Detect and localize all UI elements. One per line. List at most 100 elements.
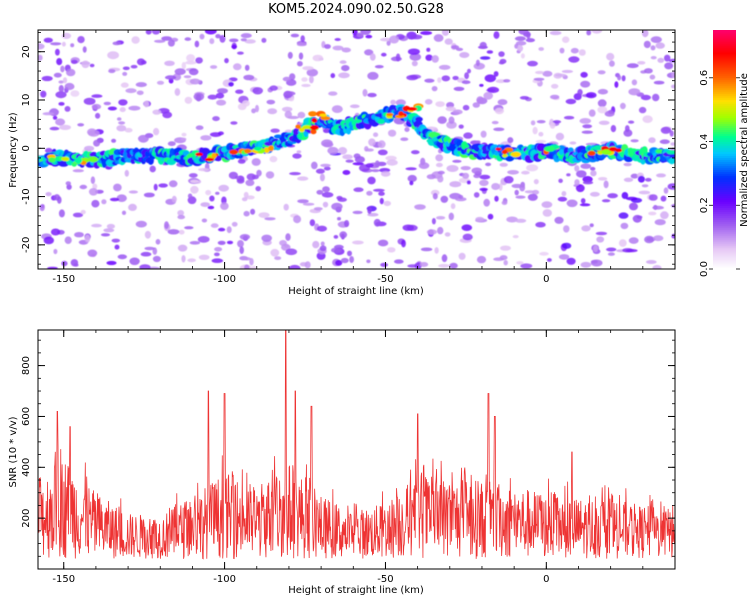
spectrogram-speckle: [353, 187, 364, 192]
spectrogram-speckle: [255, 104, 259, 113]
spectrogram-speckle: [653, 80, 665, 85]
spectrogram-speckle: [261, 37, 267, 43]
spectrogram-speckle: [210, 223, 219, 228]
spectrogram-speckle: [426, 174, 436, 180]
spectrogram-speckle: [167, 229, 180, 235]
spectrogram-speckle: [337, 197, 347, 202]
spectrogram-speckle: [124, 169, 129, 177]
spectrogram-speckle: [136, 90, 144, 96]
spectrogram-speckle: [129, 257, 140, 266]
spectrogram-speckle: [337, 217, 341, 221]
colorbar-swatch: [713, 101, 736, 105]
spectrogram-speckle: [49, 126, 60, 131]
spectrogram-speckle: [595, 231, 608, 236]
spectrogram-speckle: [239, 234, 251, 240]
spectrogram-speckle: [581, 225, 591, 232]
spectrogram-speckle: [212, 116, 220, 122]
spectrogram-speckle: [122, 66, 130, 71]
spectrogram-speckle: [50, 228, 61, 236]
spectrogram-speckle: [311, 161, 318, 170]
spectrogram-speckle: [629, 202, 638, 211]
spectrogram-speckle: [461, 80, 471, 85]
spectrogram-speckle: [446, 121, 457, 129]
spectrogram-speckle: [356, 32, 364, 38]
spectrogram-speckle: [462, 172, 470, 179]
spectrogram-speckle: [542, 70, 553, 77]
spectrogram-speckle: [491, 120, 499, 125]
spectrogram-speckle: [514, 189, 519, 196]
colorbar-swatch: [713, 145, 736, 149]
spectrogram-speckle: [517, 45, 524, 52]
spectrogram-speckle: [195, 125, 204, 130]
spectrogram-speckle: [304, 261, 311, 269]
spectrogram-speckle: [367, 206, 372, 214]
spectrogram-y-tick-label: -20: [21, 237, 32, 253]
spectrogram-speckle: [530, 120, 536, 126]
spectrogram-speckle: [621, 75, 626, 82]
spectrogram-speckle: [139, 264, 151, 269]
spectrogram-speckle: [58, 209, 65, 218]
colorbar-swatch: [713, 53, 736, 57]
spectrogram-speckle: [236, 178, 245, 184]
snr-y-tick-label: 800: [21, 356, 32, 375]
colorbar-gradient: [713, 30, 736, 270]
spectrogram-speckle: [670, 142, 675, 146]
colorbar-swatch: [713, 201, 736, 204]
spectrogram-speckle: [542, 209, 552, 217]
spectrogram-speckle: [224, 58, 229, 64]
colorbar-swatch: [713, 77, 736, 81]
spectrogram-peak: [310, 129, 317, 135]
spectrogram-speckle: [628, 120, 635, 124]
spectrogram-speckle: [575, 184, 585, 193]
spectrogram-speckle: [270, 128, 280, 133]
spectrogram-speckle: [228, 82, 234, 87]
spectrogram-speckle: [57, 196, 62, 204]
colorbar-swatch: [713, 257, 736, 260]
spectrogram-speckle: [479, 174, 491, 180]
spectrogram-speckle: [643, 40, 651, 49]
colorbar-swatch: [713, 151, 736, 154]
spectrogram-speckle: [574, 165, 580, 172]
spectrogram-speckle: [209, 195, 215, 202]
colorbar-swatch: [713, 147, 736, 150]
spectrogram-speckle: [487, 213, 494, 220]
spectrogram-speckle: [463, 132, 473, 139]
spectrogram-speckle: [559, 47, 565, 54]
colorbar-swatch: [713, 247, 736, 250]
spectrogram-peak: [398, 111, 404, 117]
spectrogram-speckle: [473, 192, 480, 198]
spectrogram-speckle: [371, 169, 380, 173]
spectrogram-speckle: [181, 61, 186, 70]
spectrogram-speckle: [663, 187, 669, 194]
spectrogram-speckle: [373, 188, 385, 192]
spectrogram-speckle: [239, 246, 244, 254]
spectrogram-speckle: [320, 241, 325, 246]
spectrogram-y-tick-label: -10: [21, 188, 32, 204]
spectrogram-speckle: [518, 30, 529, 35]
spectrogram-speckle: [285, 248, 298, 256]
spectrogram-speckle: [435, 101, 445, 107]
spectrogram-speckle: [426, 47, 431, 52]
spectrogram-speckle: [385, 155, 397, 161]
colorbar-swatch: [713, 175, 736, 178]
spectrogram-speckle: [652, 205, 664, 210]
spectrogram-speckle: [582, 176, 593, 183]
spectrogram-speckle: [660, 211, 669, 220]
spectrogram-speckle: [242, 100, 250, 107]
spectrogram-speckle: [266, 99, 276, 105]
colorbar-swatch: [713, 191, 736, 194]
spectrogram-x-tick-label: -150: [52, 274, 75, 285]
spectrogram-speckle: [352, 210, 363, 215]
spectrogram-speckle: [61, 260, 68, 267]
spectrogram-speckle: [267, 108, 278, 115]
spectrogram-speckle: [580, 80, 591, 88]
spectrogram-speckle: [80, 209, 86, 215]
spectrogram-speckle: [84, 145, 95, 152]
spectrogram-speckle: [588, 109, 596, 117]
spectrogram-speckle: [261, 234, 273, 242]
spectrogram-speckle: [217, 240, 226, 245]
spectrogram-speckle: [485, 162, 492, 167]
spectrogram-speckle: [184, 37, 192, 41]
